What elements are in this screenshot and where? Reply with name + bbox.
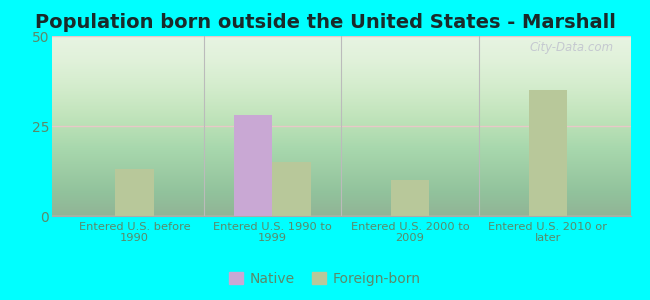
Legend: Native, Foreign-born: Native, Foreign-born: [225, 268, 425, 290]
Bar: [272, 162, 311, 216]
Bar: [115, 169, 154, 216]
Bar: [528, 90, 567, 216]
Bar: [391, 180, 430, 216]
Text: City-Data.com: City-Data.com: [529, 41, 613, 54]
Bar: [234, 115, 272, 216]
Text: Population born outside the United States - Marshall: Population born outside the United State…: [34, 14, 616, 32]
